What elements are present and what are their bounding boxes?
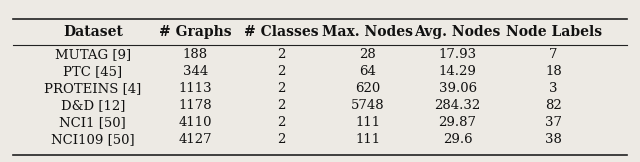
Text: 111: 111 bbox=[355, 116, 381, 129]
Text: 2: 2 bbox=[277, 99, 286, 112]
Text: Avg. Nodes: Avg. Nodes bbox=[415, 25, 500, 39]
Text: 29.87: 29.87 bbox=[438, 116, 477, 129]
Text: 7: 7 bbox=[549, 48, 558, 61]
Text: 620: 620 bbox=[355, 82, 381, 95]
Text: 188: 188 bbox=[182, 48, 208, 61]
Text: 4110: 4110 bbox=[179, 116, 212, 129]
Text: PROTEINS [4]: PROTEINS [4] bbox=[44, 82, 141, 95]
Text: PTC [45]: PTC [45] bbox=[63, 65, 122, 78]
Text: 2: 2 bbox=[277, 116, 286, 129]
Text: 38: 38 bbox=[545, 133, 562, 146]
Text: 39.06: 39.06 bbox=[438, 82, 477, 95]
Text: NCI109 [50]: NCI109 [50] bbox=[51, 133, 134, 146]
Text: 111: 111 bbox=[355, 133, 381, 146]
Text: Max. Nodes: Max. Nodes bbox=[323, 25, 413, 39]
Text: MUTAG [9]: MUTAG [9] bbox=[55, 48, 131, 61]
Text: 2: 2 bbox=[277, 65, 286, 78]
Text: 2: 2 bbox=[277, 133, 286, 146]
Text: 284.32: 284.32 bbox=[435, 99, 481, 112]
Text: 2: 2 bbox=[277, 82, 286, 95]
Text: # Classes: # Classes bbox=[244, 25, 319, 39]
Text: # Graphs: # Graphs bbox=[159, 25, 232, 39]
Text: 18: 18 bbox=[545, 65, 562, 78]
Text: 344: 344 bbox=[182, 65, 208, 78]
Text: NCI1 [50]: NCI1 [50] bbox=[60, 116, 126, 129]
Text: 64: 64 bbox=[360, 65, 376, 78]
Text: 29.6: 29.6 bbox=[443, 133, 472, 146]
Text: Dataset: Dataset bbox=[63, 25, 123, 39]
Text: D&D [12]: D&D [12] bbox=[61, 99, 125, 112]
Text: 17.93: 17.93 bbox=[438, 48, 477, 61]
Text: 82: 82 bbox=[545, 99, 562, 112]
Text: 1178: 1178 bbox=[179, 99, 212, 112]
Text: 5748: 5748 bbox=[351, 99, 385, 112]
Text: 1113: 1113 bbox=[179, 82, 212, 95]
Text: 14.29: 14.29 bbox=[438, 65, 477, 78]
Text: 2: 2 bbox=[277, 48, 286, 61]
Text: 4127: 4127 bbox=[179, 133, 212, 146]
Text: Node Labels: Node Labels bbox=[506, 25, 602, 39]
Text: 37: 37 bbox=[545, 116, 562, 129]
Text: 3: 3 bbox=[549, 82, 558, 95]
Text: 28: 28 bbox=[360, 48, 376, 61]
